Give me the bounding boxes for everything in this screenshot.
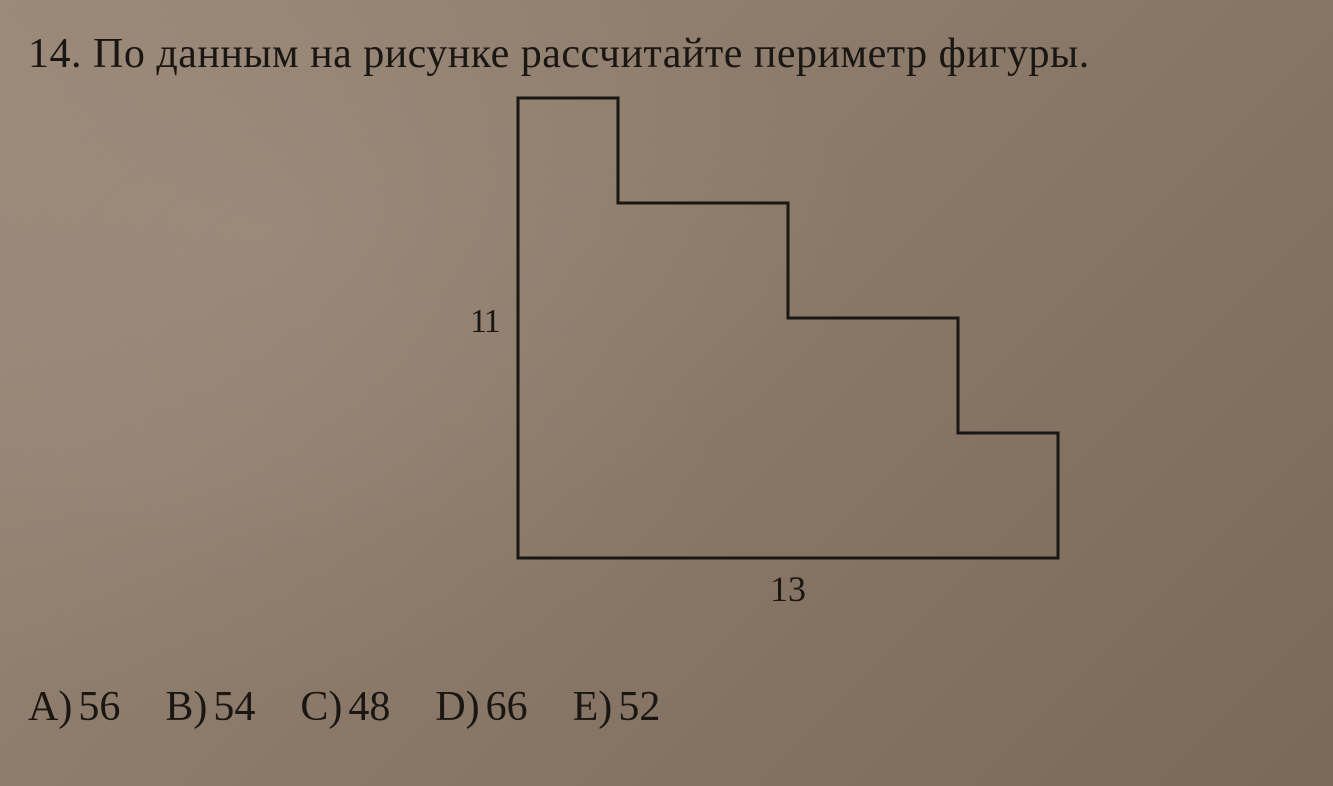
option-value: 54: [213, 684, 255, 730]
option-value: 66: [486, 684, 528, 730]
option-e[interactable]: E)52: [573, 683, 661, 731]
option-b[interactable]: B)54: [165, 683, 255, 731]
question-line: 14. По данным на рисунке рассчитайте пер…: [28, 30, 1305, 78]
option-letter: D): [435, 684, 479, 730]
option-value: 56: [78, 684, 120, 730]
height-label: 11: [470, 303, 499, 341]
option-letter: A): [28, 684, 72, 730]
question-prompt: По данным на рисунке рассчитайте перимет…: [93, 31, 1090, 77]
staircase-polygon: [518, 98, 1058, 558]
option-d[interactable]: D)66: [435, 683, 527, 731]
option-letter: B): [165, 684, 207, 730]
figure-container: 11 13: [458, 88, 1158, 608]
answer-options: A)56 B)54 C)48 D)66 E)52: [28, 683, 660, 731]
option-c[interactable]: C)48: [300, 683, 390, 731]
option-a[interactable]: A)56: [28, 683, 120, 731]
width-label: 13: [770, 568, 806, 610]
option-value: 52: [618, 684, 660, 730]
option-letter: E): [573, 684, 613, 730]
staircase-figure: [458, 88, 1158, 608]
option-letter: C): [300, 684, 342, 730]
page-container: 14. По данным на рисунке рассчитайте пер…: [0, 0, 1333, 786]
option-value: 48: [348, 684, 390, 730]
question-number: 14.: [28, 31, 82, 77]
